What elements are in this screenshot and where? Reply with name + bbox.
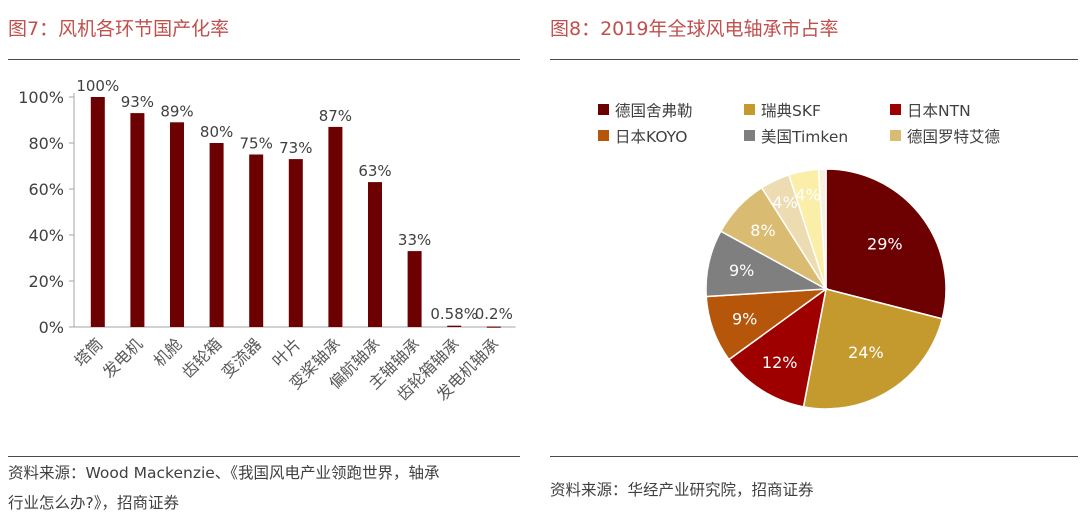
y-tick-label: 100% <box>18 88 64 107</box>
localization-bar-chart: 0%20%40%60%80%100% 100%93%89%80%75% 73%87… <box>18 77 516 404</box>
legend-item: 瑞典SKF <box>744 102 821 120</box>
pie-slice-9 <box>817 168 827 290</box>
bar-data-label: 33% <box>398 231 431 249</box>
legend-swatch <box>598 130 609 141</box>
x-category-label: 齿轮箱 <box>178 334 225 381</box>
bar-data-label: 89% <box>160 102 193 120</box>
x-category-label: 发电机 <box>99 334 146 381</box>
bar-8 <box>368 182 382 327</box>
legend-swatch <box>598 104 609 115</box>
legend-label: 日本NTN <box>907 102 971 120</box>
bar-data-label: 87% <box>319 107 352 125</box>
bar-data-label: 0.2% <box>475 305 513 323</box>
bar-1 <box>90 97 105 327</box>
pie-slice-label: 24% <box>848 343 884 362</box>
bar-7 <box>328 126 343 328</box>
bar-data-label: 75% <box>240 135 273 153</box>
y-tick-label: 0% <box>39 318 64 337</box>
left-figure-panel: 图7：风机各环节国产化率 0% 20% 40% 60% 80% 100% 100% 93% 8… <box>0 0 530 527</box>
bar-5 <box>249 154 264 327</box>
pie-slice-label: 4% <box>772 193 797 212</box>
right-figure-title: 图8：2019年全球风电轴承市占率 <box>550 18 839 40</box>
legend-label: 瑞典SKF <box>761 102 821 120</box>
legend-label: 德国罗特艾德 <box>907 128 1000 146</box>
bar-data-label: 63% <box>358 162 391 180</box>
legend-item: 德国罗特艾德 <box>890 128 1000 146</box>
left-figure-title: 图7：风机各环节国产化率 <box>8 18 230 40</box>
x-category-label: 变流器 <box>218 334 265 381</box>
pie-slice-label: 9% <box>729 261 754 280</box>
bar-11 <box>486 326 501 328</box>
bar-data-label: 93% <box>121 93 154 111</box>
legend-item: 美国Timken <box>744 128 848 146</box>
pie-slice-2 <box>802 288 944 410</box>
pie-chart-data-labels: 29% 24% 12% 9% 9% 8% 4%4% <box>729 186 903 372</box>
right-source-line: 资料来源：华经产业研究院，招商证券 <box>550 481 814 499</box>
legend-item: 德国舍弗勒 <box>598 102 693 120</box>
bar-data-label: 100% <box>76 77 119 95</box>
y-tick-label: 80% <box>28 134 64 153</box>
bar-6 <box>288 159 303 327</box>
legend-swatch <box>890 130 901 141</box>
legend-swatch <box>744 104 755 115</box>
pie-slice-label: 12% <box>762 353 798 372</box>
bar-chart-y-ticks: 0% 20% 40% 60% 80% 100% <box>18 88 74 337</box>
pie-slice-label: 29% <box>867 234 903 253</box>
right-title-rule <box>550 59 1078 60</box>
bar-10 <box>447 325 462 327</box>
y-tick-label: 40% <box>28 226 64 245</box>
y-tick-label: 20% <box>28 272 64 291</box>
legend-swatch <box>744 130 755 141</box>
bar-chart-bars <box>90 97 501 328</box>
left-source-line-1: 资料来源：Wood Mackenzie、《我国风电产业领跑世界，轴承 <box>8 464 440 482</box>
pie-slice-3 <box>727 287 828 408</box>
bar-3 <box>170 122 184 327</box>
pie-slice-label: 4% <box>795 186 820 205</box>
legend-label: 德国舍弗勒 <box>615 102 693 120</box>
y-tick-label: 60% <box>28 180 64 199</box>
right-figure-panel: 图8：2019年全球风电轴承市占率 德国舍弗勒 瑞典SKF 日本NTN 日本KOYO 美… <box>548 0 1080 527</box>
legend-swatch <box>890 104 901 115</box>
bar-2 <box>130 113 145 327</box>
legend-item: 日本NTN <box>890 102 971 120</box>
bar-data-label: 73% <box>279 139 312 157</box>
left-source-line-2: 行业怎么办?》，招商证券 <box>8 494 179 512</box>
left-title-rule <box>8 59 520 60</box>
bar-data-label: 0.58% <box>430 305 478 323</box>
pie-slice-label: 9% <box>732 309 757 328</box>
pie-slice-1 <box>825 168 947 320</box>
legend-label: 美国Timken <box>761 128 848 146</box>
right-source-rule <box>550 456 1078 457</box>
legend-item: 日本KOYO <box>598 128 688 146</box>
bar-chart-data-labels: 100%93% 89% 80% 75% 73% 87% 63% 33% 0.58%0.2% <box>76 77 513 323</box>
bar-data-label: 80% <box>200 123 233 141</box>
left-source-rule <box>8 456 520 457</box>
pie-chart-slices <box>705 168 947 410</box>
bar-9 <box>407 251 422 327</box>
bar-4 <box>209 143 224 327</box>
pie-slice-label: 8% <box>750 221 775 240</box>
pie-chart-legend: 德国舍弗勒 瑞典SKF 日本NTN 日本KOYO 美国Timken 德国罗特艾德 <box>598 102 1000 146</box>
legend-label: 日本KOYO <box>615 128 688 146</box>
